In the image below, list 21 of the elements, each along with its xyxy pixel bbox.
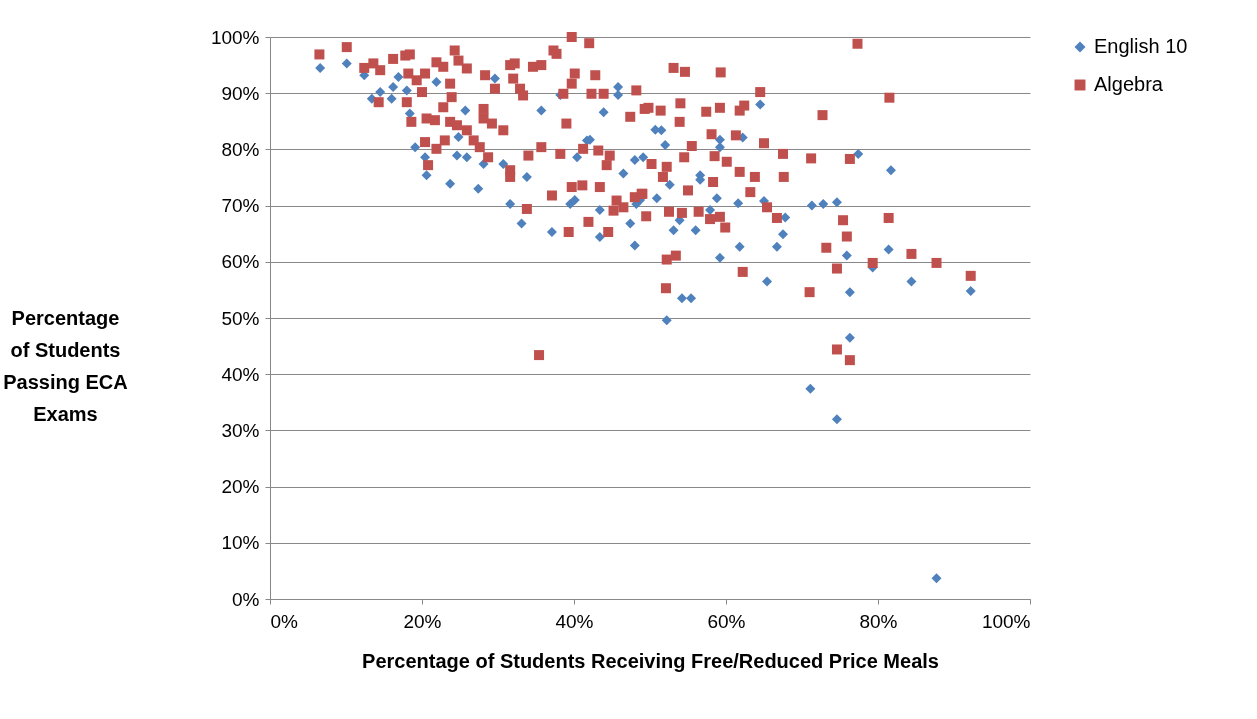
x-tick-label: 100% — [981, 610, 1031, 632]
y-tick-label: 0% — [232, 588, 260, 610]
x-tick-label: 20% — [403, 610, 442, 632]
legend-label: Algebra — [1094, 73, 1164, 95]
x-tick-label: 80% — [859, 610, 898, 632]
y-tick-label: 10% — [221, 532, 260, 554]
y-tick-label: 40% — [221, 363, 260, 385]
y-tick-label: 50% — [221, 307, 260, 329]
y-tick-label: 20% — [221, 476, 260, 498]
y-tick-label: 60% — [221, 251, 260, 273]
legend-label: English 10 — [1094, 35, 1188, 57]
y-tick-label: 80% — [221, 138, 260, 160]
x-tick-label: 0% — [270, 610, 299, 632]
y-tick-label: 70% — [221, 195, 260, 217]
y-tick-label: 90% — [221, 82, 260, 104]
y-tick-label: 30% — [221, 419, 260, 441]
y-tick-label: 100% — [210, 26, 260, 48]
y-axis-title: Percentage of Students Passing ECA Exams — [3, 306, 128, 425]
x-tick-label: 60% — [707, 610, 746, 632]
x-axis-title: Percentage of Students Receiving Free/Reduced Price Meals — [362, 649, 939, 672]
x-tick-label: 40% — [555, 610, 594, 632]
